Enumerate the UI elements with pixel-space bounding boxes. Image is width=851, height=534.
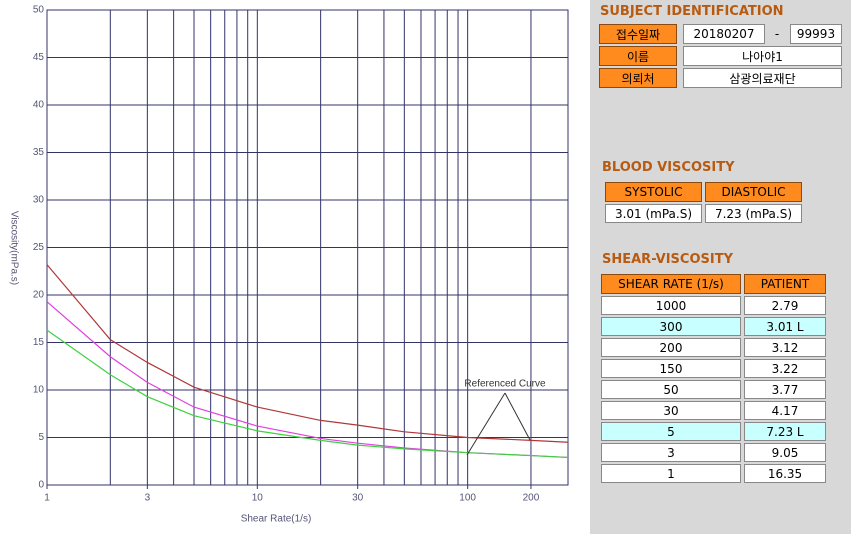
y-tick-label: 25 — [33, 242, 45, 253]
y-tick-label: 10 — [33, 385, 45, 396]
shear-rate: 200 — [601, 338, 741, 357]
column-header: DIASTOLIC — [705, 182, 802, 202]
field-value: 삼광의료재단 — [683, 68, 842, 88]
y-tick-label: 20 — [33, 290, 45, 301]
y-tick-label: 5 — [38, 432, 44, 443]
shear-rate: 50 — [601, 380, 741, 399]
shear-rate: 300 — [601, 317, 741, 336]
patient-value: 16.35 — [744, 464, 826, 483]
y-tick-label: 0 — [38, 480, 44, 491]
x-tick-label: 3 — [145, 493, 151, 504]
x-tick-label: 1 — [44, 493, 50, 504]
shear-rate: 3 — [601, 443, 741, 462]
patient-value: 9.05 — [744, 443, 826, 462]
plot-frame — [46, 9, 569, 486]
y-tick-label: 50 — [33, 5, 45, 16]
field-value: 99993 — [790, 24, 842, 44]
x-axis-label: Shear Rate(1/s) — [241, 514, 312, 525]
field-label: 이름 — [599, 46, 677, 66]
y-tick-label: 35 — [33, 147, 45, 158]
curve — [46, 329, 569, 459]
patient-value: 2.79 — [744, 296, 826, 315]
annotation: Referenced Curve — [464, 379, 546, 390]
patient-value: 3.22 — [744, 359, 826, 378]
side-panel: SUBJECT IDENTIFICATION 접수일짜 20180207-99993… — [590, 0, 851, 534]
field-label: 접수일짜 — [599, 24, 677, 44]
x-tick-label: 200 — [523, 493, 540, 504]
y-tick-label: 45 — [33, 52, 45, 63]
shear-rate: 1 — [601, 464, 741, 483]
curve — [46, 264, 569, 443]
y-tick-label: 15 — [33, 337, 45, 348]
shear-rate: 150 — [601, 359, 741, 378]
annotation-line — [504, 392, 531, 441]
field-value: 20180207 — [683, 24, 765, 44]
y-axis-label: Viscosity(mPa.s) — [8, 211, 19, 285]
column-header: SYSTOLIC — [605, 182, 702, 202]
y-tick-label: 30 — [33, 195, 45, 206]
x-tick-label: 10 — [252, 493, 264, 504]
column-header: SHEAR RATE (1/s) — [601, 274, 741, 294]
shear-rate: 5 — [601, 422, 741, 441]
shear-rate: 30 — [601, 401, 741, 420]
patient-value: 3.01 L — [744, 317, 826, 336]
field-value: 나아야1 — [683, 46, 842, 66]
patient-value: 4.17 — [744, 401, 826, 420]
x-tick-label: 30 — [352, 493, 364, 504]
viscosity-value: 3.01 (mPa.S) — [605, 204, 702, 223]
shear-rate: 1000 — [601, 296, 741, 315]
x-tick-label: 100 — [459, 493, 476, 504]
y-tick-label: 40 — [33, 100, 45, 111]
column-header: PATIENT — [744, 274, 826, 294]
patient-value: 3.12 — [744, 338, 826, 357]
patient-value: 7.23 L — [744, 422, 826, 441]
viscosity-value: 7.23 (mPa.S) — [705, 204, 802, 223]
field-label: 의뢰처 — [599, 68, 677, 88]
section-title: SHEAR-VISCOSITY — [602, 252, 733, 267]
separator: - — [774, 27, 780, 41]
chart: Shear Rate(1/s) Viscosity(mPa.s) 0 5 10 15 2… — [8, 5, 569, 525]
section-title: SUBJECT IDENTIFICATION — [600, 4, 784, 19]
section-title: BLOOD VISCOSITY — [602, 160, 735, 175]
annotation-line — [466, 392, 506, 456]
patient-value: 3.77 — [744, 380, 826, 399]
